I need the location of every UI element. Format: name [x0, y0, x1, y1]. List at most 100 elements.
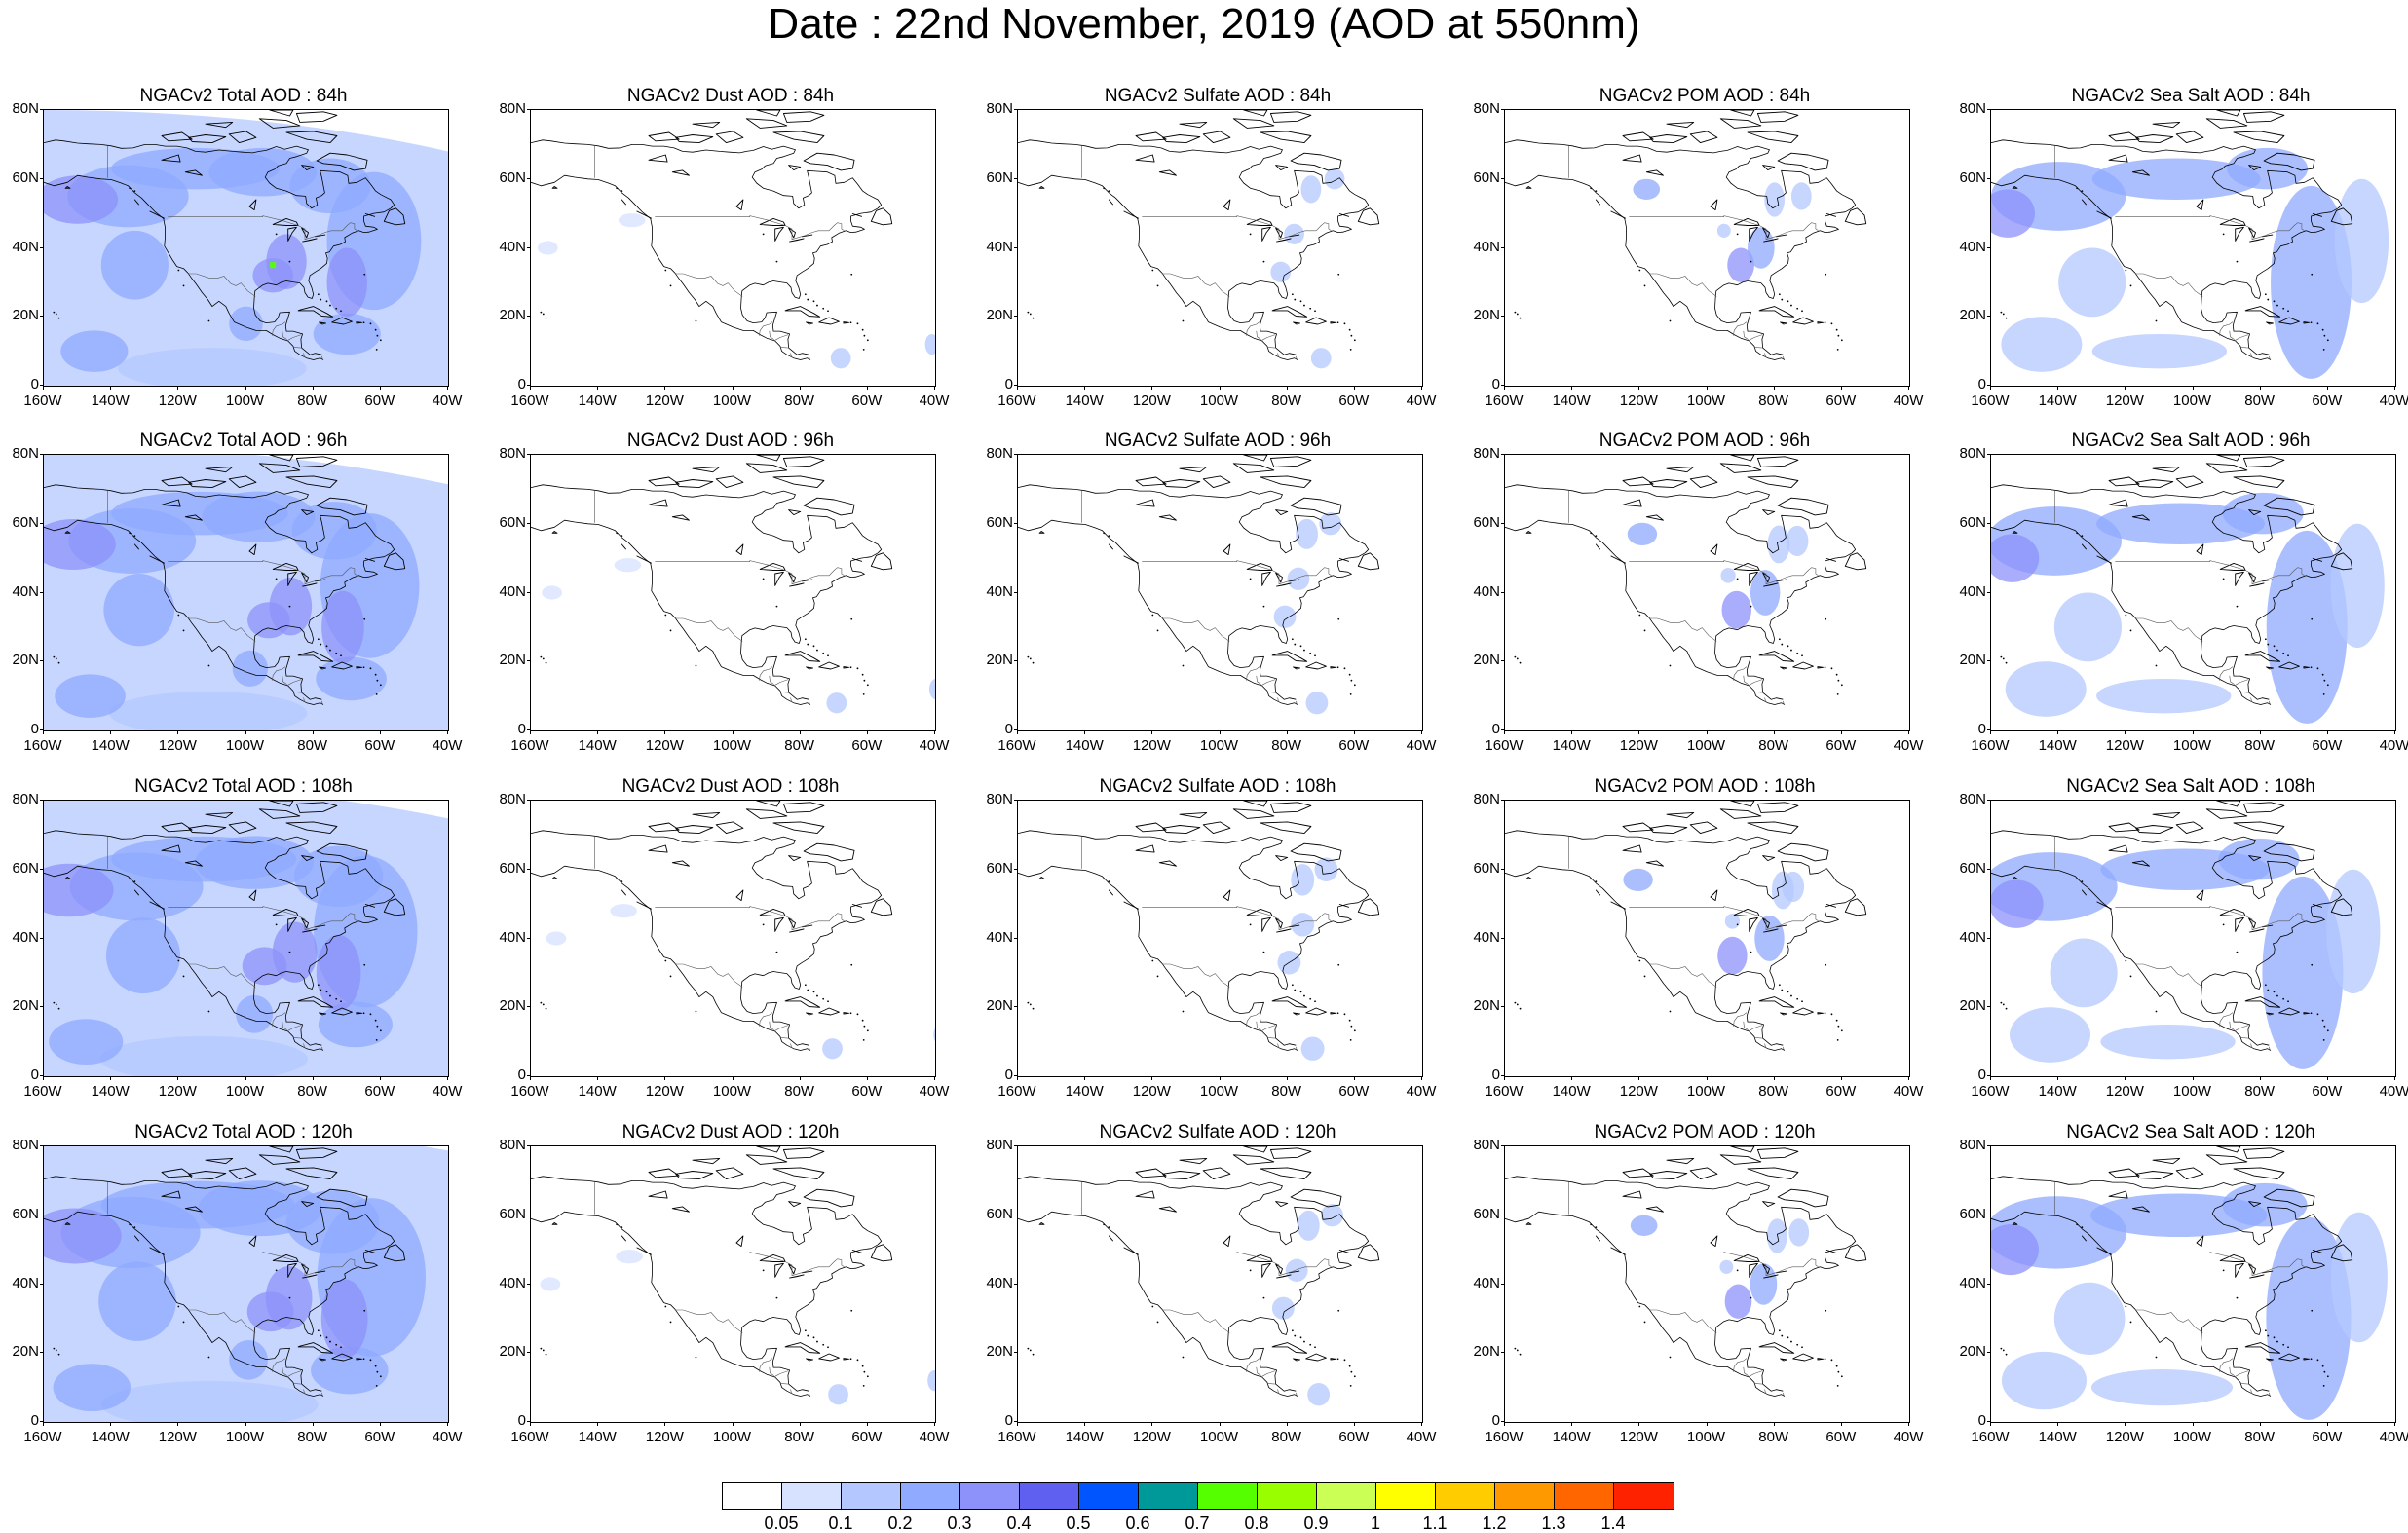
small-island [1032, 1353, 1035, 1356]
aod-region [2330, 1212, 2388, 1343]
latitude-label: 80N [1473, 1137, 1500, 1153]
latitude-tick [1501, 385, 1505, 386]
small-island [1294, 298, 1297, 301]
latitude-tick [1987, 1421, 1991, 1422]
lake-outline [1775, 1270, 1787, 1274]
small-island [320, 643, 322, 646]
colorbar-label: 0.05 [764, 1514, 799, 1533]
country-border [2115, 215, 2305, 241]
aod-region [1991, 534, 2040, 582]
longitude-label: 40W [919, 737, 950, 754]
island-outline [149, 1247, 165, 1255]
longitude-label: 60W [2312, 1083, 2343, 1100]
small-island [1029, 657, 1032, 660]
map-frame [1990, 800, 2396, 1077]
longitude-label: 100W [712, 393, 752, 409]
aod-region [1750, 1263, 1778, 1305]
longitude-tick [1840, 1076, 1842, 1080]
small-island [2310, 1358, 2313, 1361]
country-border [287, 679, 302, 686]
island-outline [2216, 801, 2241, 807]
latitude-tick [1501, 1006, 1505, 1008]
longitude-label: 80W [2244, 1083, 2276, 1100]
country-border [790, 697, 792, 703]
longitude-tick [732, 1076, 734, 1080]
small-island [866, 339, 869, 342]
small-island [2321, 1365, 2324, 1367]
small-island [762, 923, 765, 926]
small-island [379, 684, 382, 687]
country-border [1783, 700, 1785, 705]
small-island [1638, 269, 1641, 272]
lake-outline [2131, 1206, 2150, 1213]
longitude-tick [799, 730, 801, 734]
aod-region [246, 1291, 294, 1332]
longitude-label: 80W [2244, 1429, 2276, 1445]
small-island [2316, 1013, 2319, 1016]
map-canvas [1018, 1146, 1380, 1406]
lake-outline [1135, 154, 1155, 163]
small-island [374, 328, 377, 331]
map-panel-total-84h: NGACv2 Total AOD : 84h 80N 60N 40N 20N 0 160W 1… [0, 86, 487, 427]
country-border [2269, 1046, 2271, 1051]
small-island [669, 1321, 672, 1324]
island-outline [295, 802, 338, 813]
aod-region [229, 306, 263, 342]
longitude-label: 160W [23, 1083, 62, 1100]
country-border [2240, 1037, 2248, 1039]
small-island [545, 317, 547, 319]
small-island [827, 1346, 829, 1349]
longitude-label: 120W [1619, 1429, 1658, 1445]
small-island [1787, 991, 1789, 993]
map-canvas [1505, 1146, 1867, 1397]
aod-region [313, 313, 381, 355]
longitude-label: 40W [1893, 1083, 1924, 1100]
longitude-label: 100W [2172, 737, 2212, 754]
longitude-tick [2259, 1076, 2261, 1080]
country-border [1296, 355, 1298, 360]
aod-region [53, 1364, 132, 1412]
lake-outline [314, 1270, 326, 1274]
longitude-tick [1706, 1076, 1708, 1080]
country-border [321, 1392, 323, 1397]
longitude-tick [1571, 1422, 1573, 1426]
country-border [2229, 1366, 2235, 1376]
island-outline [1649, 479, 1688, 489]
small-island [1830, 667, 1833, 670]
lake-outline [671, 169, 690, 176]
coastline [1505, 174, 1786, 360]
island-outline [782, 456, 825, 467]
longitude-label: 120W [2105, 1429, 2144, 1445]
map-panel-dust-96h: NGACv2 Dust AOD : 96h 80N 60N 40N 20N 0 160W 14… [487, 430, 974, 771]
lake-outline [735, 889, 744, 902]
small-island [275, 578, 278, 580]
island-outline [1330, 1012, 1336, 1015]
coastline [1018, 865, 1298, 1051]
latitude-label: 60N [1959, 859, 1986, 877]
island-outline [621, 1235, 626, 1242]
small-island [207, 1010, 210, 1013]
small-island [2005, 1007, 2008, 1010]
longitude-tick [1908, 386, 1909, 390]
latitude-tick [527, 177, 531, 179]
island-outline [1357, 207, 1380, 226]
small-island [616, 532, 619, 535]
latitude-label: 60N [1959, 513, 1986, 531]
lake-outline [2219, 562, 2246, 571]
small-island [369, 667, 372, 670]
aod-region [1630, 1215, 1658, 1236]
small-island [2287, 310, 2289, 313]
island-outline [149, 210, 165, 219]
country-border [303, 1043, 305, 1049]
small-island [1309, 997, 1312, 1000]
longitude-tick [1017, 1422, 1018, 1426]
map-frame [1504, 109, 1910, 387]
latitude-tick [1987, 729, 1991, 730]
small-island [375, 1384, 378, 1387]
small-island [340, 1000, 342, 1003]
country-border [1733, 321, 1748, 336]
small-island [1830, 1359, 1833, 1362]
lake-outline [1223, 889, 1231, 902]
small-island [775, 605, 778, 608]
aod-region [1724, 1284, 1752, 1319]
